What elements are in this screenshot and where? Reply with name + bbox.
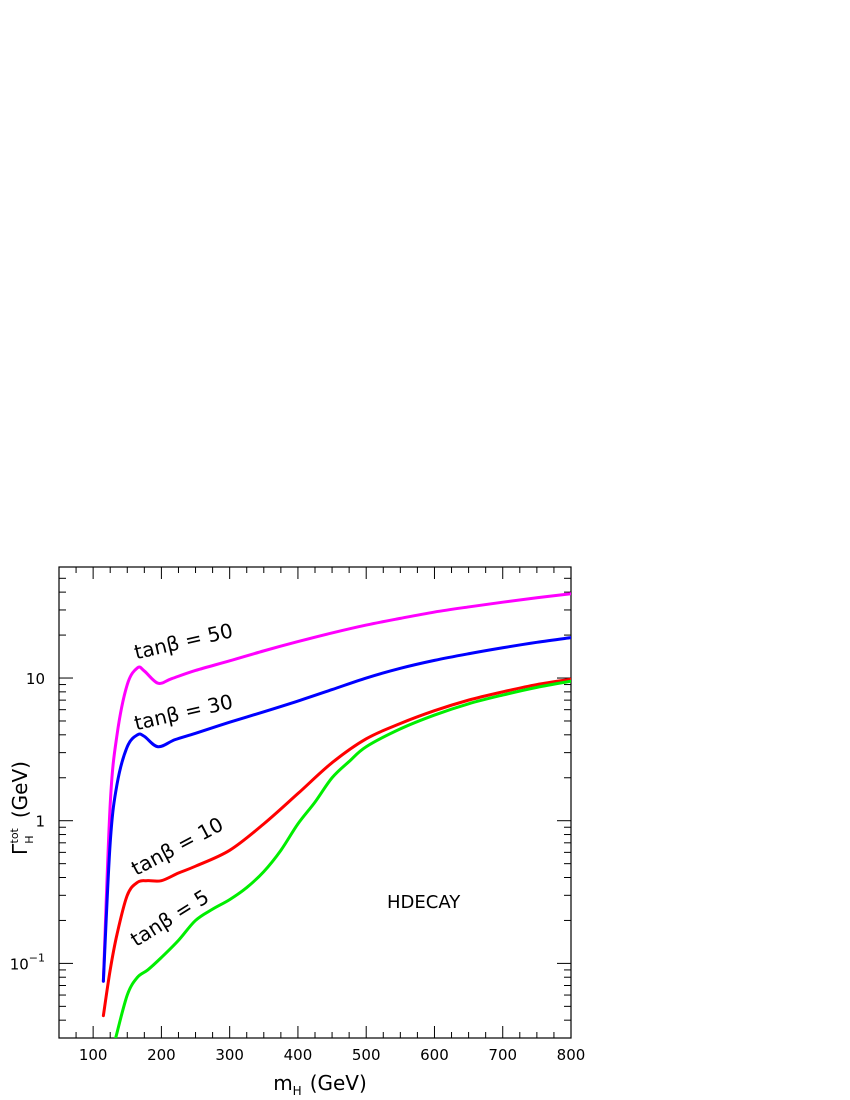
y-tick-label: 1 bbox=[35, 813, 45, 831]
x-tick-label: 200 bbox=[147, 1046, 176, 1064]
y-axis-label: ΓHtot (GeV) bbox=[8, 761, 36, 855]
series-line-3 bbox=[114, 679, 571, 1038]
tick-labels: 100 200 300 400 500 600 700 800 10−1 1 10 bbox=[10, 670, 586, 1064]
curve-label-0: tanβ = 50 bbox=[132, 618, 235, 664]
y-axis-label-unit: (GeV) bbox=[8, 761, 32, 818]
y-tick-label: 10 bbox=[26, 670, 45, 688]
y-axis-label-sub: H bbox=[23, 836, 36, 844]
x-axis-label-symbol: m bbox=[273, 1071, 292, 1095]
x-axis-label-unit: (GeV) bbox=[310, 1071, 367, 1095]
y-axis-label-symbol: Γ bbox=[8, 843, 32, 855]
y-tick-label: 10−1 bbox=[10, 951, 45, 973]
x-axis-label-sub: H bbox=[293, 1084, 302, 1098]
series-line-1 bbox=[101, 636, 571, 983]
tick-marks bbox=[58, 566, 572, 1039]
x-tick-label: 300 bbox=[215, 1046, 244, 1064]
series-line-0 bbox=[101, 592, 571, 983]
annotation-hdecay: HDECAY bbox=[387, 892, 461, 913]
x-tick-label: 500 bbox=[352, 1046, 381, 1064]
curves bbox=[101, 592, 571, 1038]
curve-label-2: tanβ = 10 bbox=[127, 812, 227, 880]
x-tick-label: 600 bbox=[420, 1046, 449, 1064]
series-line-2 bbox=[101, 677, 571, 1018]
x-tick-label: 400 bbox=[284, 1046, 313, 1064]
x-tick-label: 800 bbox=[557, 1046, 586, 1064]
x-tick-label: 700 bbox=[488, 1046, 517, 1064]
x-tick-label: 100 bbox=[79, 1046, 108, 1064]
x-axis-label: mH (GeV) bbox=[273, 1071, 367, 1098]
y-axis-label-sup: tot bbox=[8, 827, 21, 843]
curve-label-1: tanβ = 30 bbox=[132, 689, 235, 735]
